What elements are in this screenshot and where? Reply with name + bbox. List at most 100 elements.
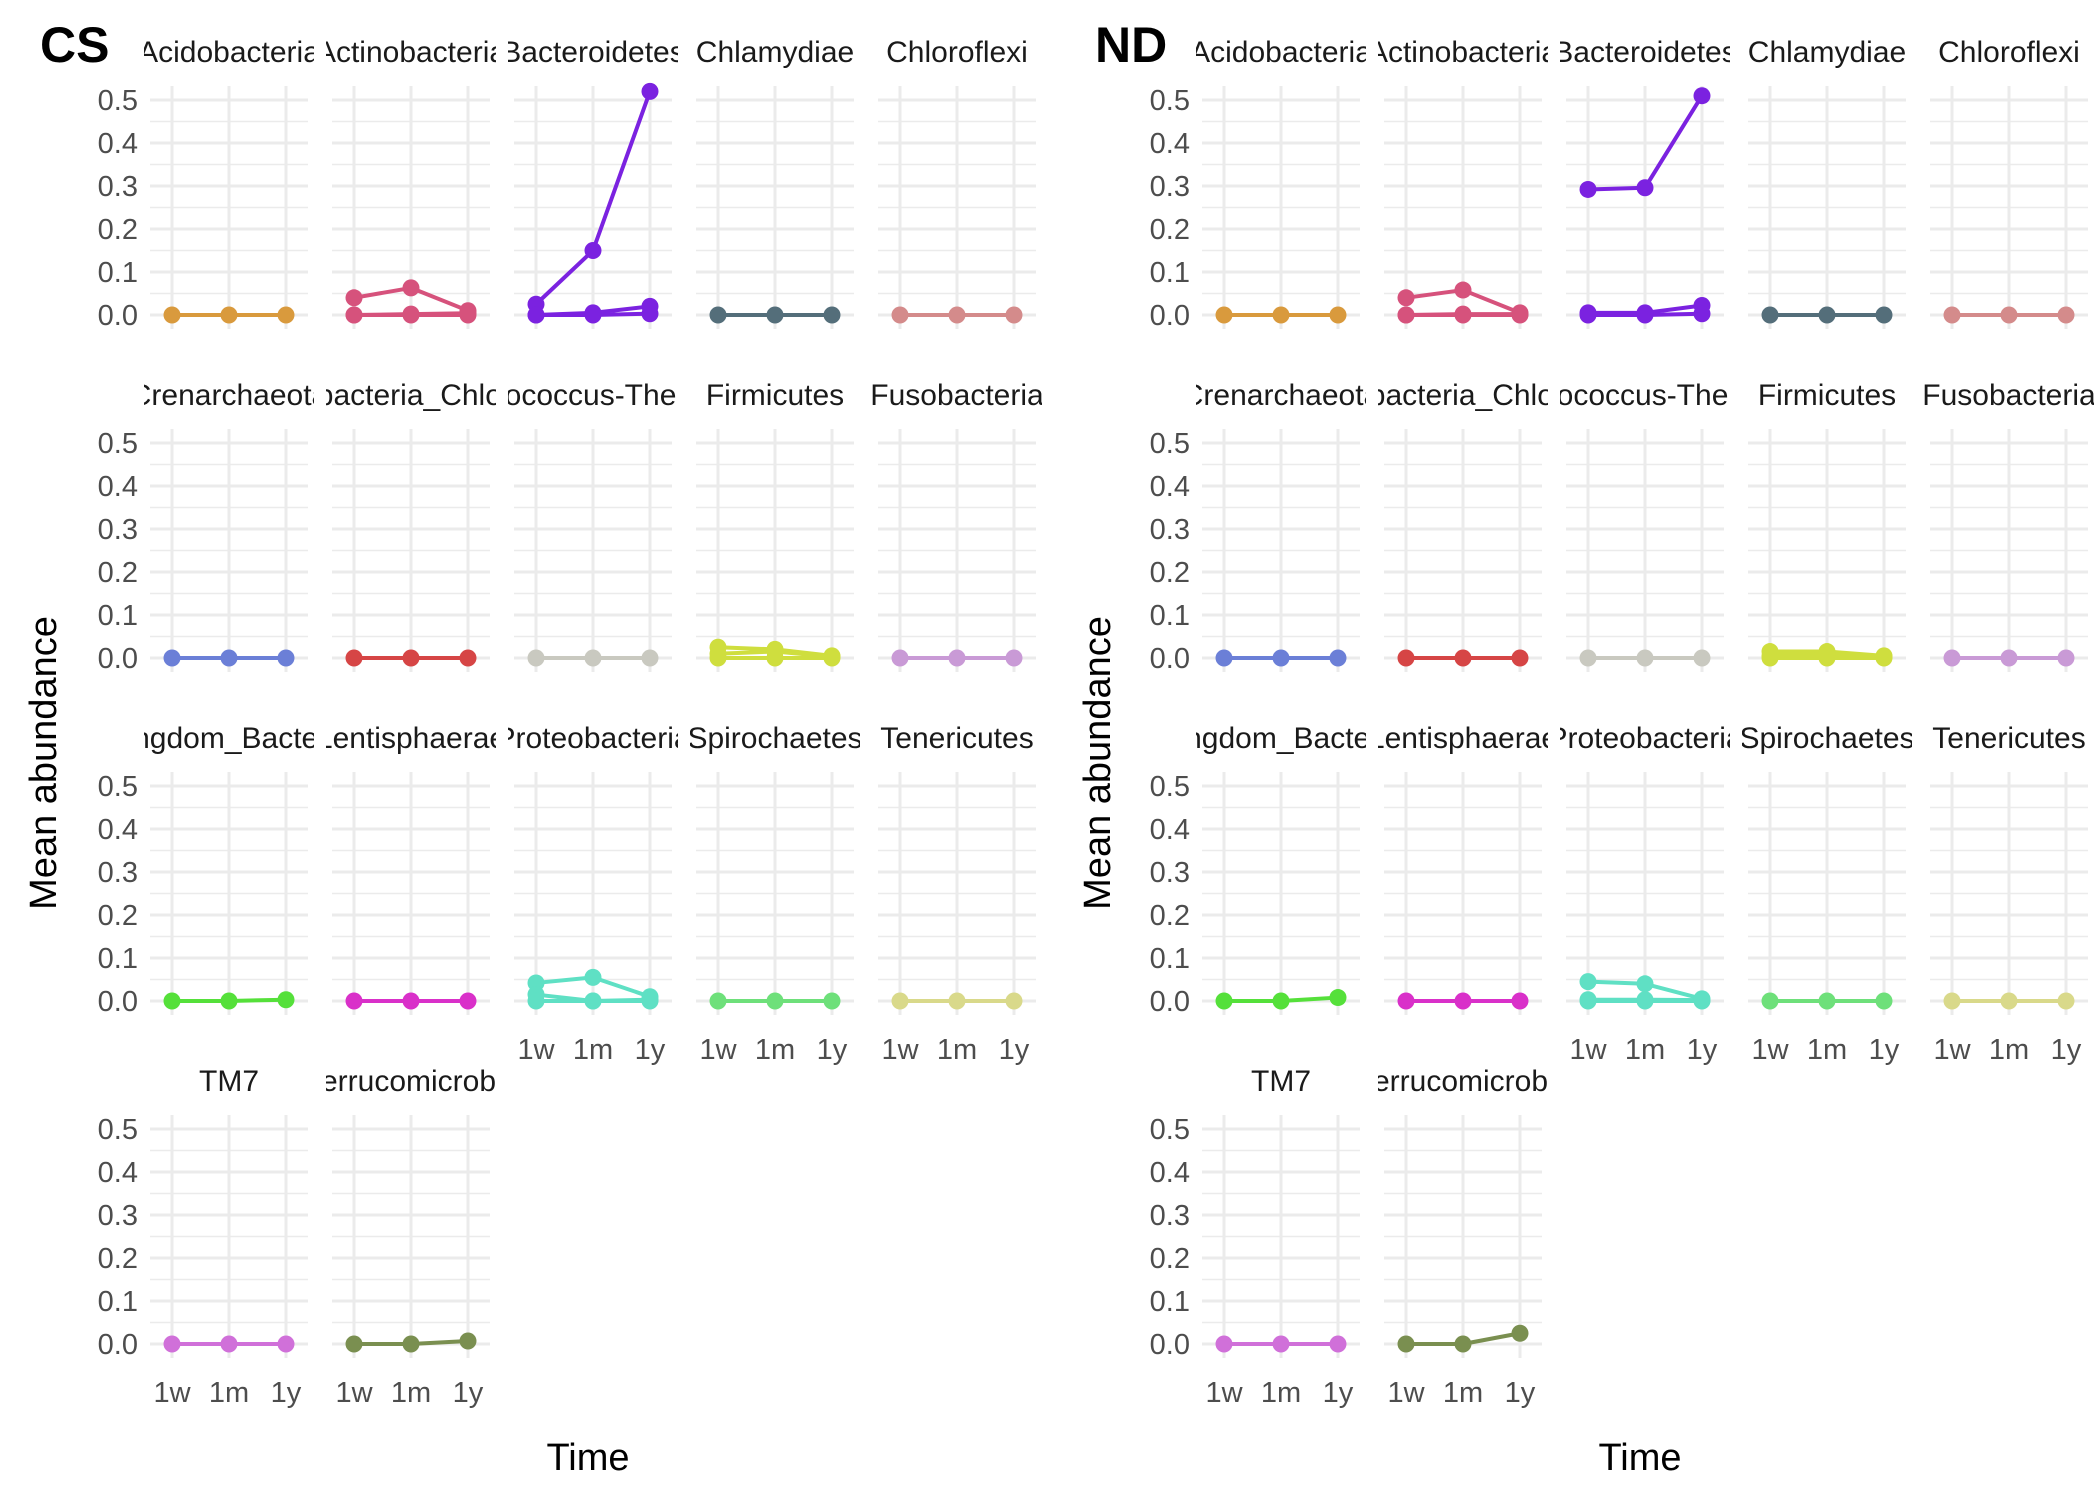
data-point bbox=[1454, 649, 1472, 667]
data-point bbox=[1397, 649, 1415, 667]
data-point bbox=[891, 649, 909, 667]
x-axis-title-nd: Time bbox=[1598, 1437, 1681, 1479]
data-point bbox=[1636, 649, 1654, 667]
data-point bbox=[402, 649, 420, 667]
data-point bbox=[277, 1335, 295, 1353]
y-axis-title-cs: Mean abundance bbox=[23, 616, 65, 910]
facet-strip-label: Proteobacteria bbox=[1547, 722, 1742, 755]
data-point bbox=[1272, 306, 1290, 324]
x-tick-label: 1m bbox=[573, 1034, 613, 1066]
facet-strip-label: Lentisphaerae bbox=[316, 722, 506, 755]
data-point bbox=[1329, 1335, 1347, 1353]
data-point bbox=[1329, 649, 1347, 667]
facet-deinococcus-thermus: Deinococcus-Thermus bbox=[1495, 379, 1795, 672]
facet-strip-label: Chloroflexi bbox=[1938, 36, 2080, 69]
facet-strip-label: Crenarchaeota bbox=[1182, 379, 1381, 412]
x-tick-label: 1w bbox=[699, 1034, 737, 1066]
data-point bbox=[641, 82, 659, 100]
data-point bbox=[2057, 649, 2075, 667]
facet-tenericutes: Tenericutes 1w 1m 1y bbox=[1930, 722, 2088, 1066]
data-point bbox=[1329, 306, 1347, 324]
y-tick-label: 0.4 bbox=[1150, 471, 1190, 503]
y-tick-label: 0.3 bbox=[98, 514, 138, 546]
data-point bbox=[584, 649, 602, 667]
data-point bbox=[1511, 649, 1529, 667]
x-tick-label: 1m bbox=[1625, 1034, 1665, 1066]
facet-cyanobacteria-chloroplast: Cyanobacteria_Chloroplast bbox=[230, 379, 593, 672]
facet-strip-label: Fusobacteria bbox=[870, 379, 1044, 412]
facet-bacteroidetes: Bacteroidetes bbox=[1560, 36, 1730, 329]
data-point bbox=[1818, 649, 1836, 667]
data-point bbox=[1579, 973, 1597, 991]
y-tick-label: 0.1 bbox=[98, 943, 138, 975]
facet-proteobacteria: Proteobacteria 1w 1m 1y bbox=[508, 722, 678, 1066]
facet-strip-label: Bacteroidetes bbox=[501, 36, 684, 69]
x-tick-label: 1y bbox=[1687, 1034, 1718, 1066]
facet-deinococcus-thermus: Deinococcus-Thermus bbox=[508, 379, 678, 672]
data-point bbox=[1454, 306, 1472, 324]
facet-strip-label: Chlamydiae bbox=[1748, 36, 1906, 69]
data-point bbox=[1272, 1335, 1290, 1353]
data-point bbox=[402, 1335, 420, 1353]
data-point bbox=[220, 306, 238, 324]
x-tick-label: 1w bbox=[1751, 1034, 1789, 1066]
y-tick-label: 0.2 bbox=[1150, 557, 1190, 589]
data-point bbox=[277, 991, 295, 1009]
data-point bbox=[1818, 306, 1836, 324]
x-tick-label: 1w bbox=[517, 1034, 555, 1066]
data-point bbox=[163, 649, 181, 667]
x-tick-label: 1y bbox=[999, 1034, 1030, 1066]
facet-verrucomicrobia: Verrucomicrobia 1w 1m 1y bbox=[1355, 1065, 1572, 1409]
y-tick-label: 0.5 bbox=[98, 85, 138, 117]
data-point bbox=[948, 649, 966, 667]
data-point bbox=[891, 306, 909, 324]
y-tick-label: 0.5 bbox=[1150, 1114, 1190, 1146]
data-point bbox=[641, 649, 659, 667]
facet-strip-label: Verrucomicrobia bbox=[1355, 1065, 1572, 1098]
facet-firmicutes: Firmicutes bbox=[696, 379, 854, 672]
data-point bbox=[1215, 1335, 1233, 1353]
facet-strip-label: Crenarchaeota bbox=[130, 379, 329, 412]
data-point bbox=[220, 649, 238, 667]
y-tick-label: 0.4 bbox=[1150, 1157, 1190, 1189]
y-tick-label: 0.5 bbox=[98, 1114, 138, 1146]
data-point bbox=[1818, 992, 1836, 1010]
panel-label-cs: CS bbox=[40, 17, 109, 73]
data-point bbox=[345, 1335, 363, 1353]
y-tick-label: 0.2 bbox=[98, 900, 138, 932]
data-point bbox=[1943, 992, 1961, 1010]
facet-proteobacteria: Proteobacteria 1w 1m 1y bbox=[1547, 722, 1742, 1066]
data-point bbox=[345, 306, 363, 324]
data-point bbox=[1693, 649, 1711, 667]
data-point bbox=[459, 306, 477, 324]
data-point bbox=[709, 992, 727, 1010]
facet-strip-label: Cyanobacteria_Chloroplast bbox=[230, 379, 593, 412]
facet-strip-label: Actinobacteria bbox=[1368, 36, 1558, 69]
data-point bbox=[823, 649, 841, 667]
facet-strip-label: Cyanobacteria_Chloroplast bbox=[1282, 379, 1645, 412]
data-point bbox=[1693, 305, 1711, 323]
data-point bbox=[459, 1332, 477, 1350]
data-point bbox=[1636, 179, 1654, 197]
data-point bbox=[2057, 306, 2075, 324]
y-tick-label: 0.1 bbox=[1150, 943, 1190, 975]
facet-strip-label: Firmicutes bbox=[1758, 379, 1896, 412]
facet-bacteroidetes: Bacteroidetes bbox=[501, 36, 684, 329]
data-point bbox=[1693, 992, 1711, 1010]
x-tick-label: 1y bbox=[453, 1377, 484, 1409]
y-tick-label: 0.3 bbox=[98, 857, 138, 889]
data-point bbox=[345, 289, 363, 307]
y-tick-label: 0.0 bbox=[98, 643, 138, 675]
data-point bbox=[527, 306, 545, 324]
facet-strip-label: Deinococcus-Thermus bbox=[1495, 379, 1795, 412]
x-tick-label: 1w bbox=[1387, 1377, 1425, 1409]
facet-strip-label: Spirochaetes bbox=[1739, 722, 1914, 755]
facet-verrucomicrobia: Verrucomicrobia 1w 1m 1y bbox=[326, 1065, 496, 1409]
y-tick-label: 0.3 bbox=[1150, 1200, 1190, 1232]
facet-strip-label: Kingdom_Bacteria bbox=[1158, 722, 1403, 755]
x-tick-label: 1w bbox=[1205, 1377, 1243, 1409]
y-tick-label: 0.2 bbox=[98, 1243, 138, 1275]
data-point bbox=[1215, 649, 1233, 667]
data-point bbox=[641, 305, 659, 323]
x-tick-label: 1w bbox=[1933, 1034, 1971, 1066]
